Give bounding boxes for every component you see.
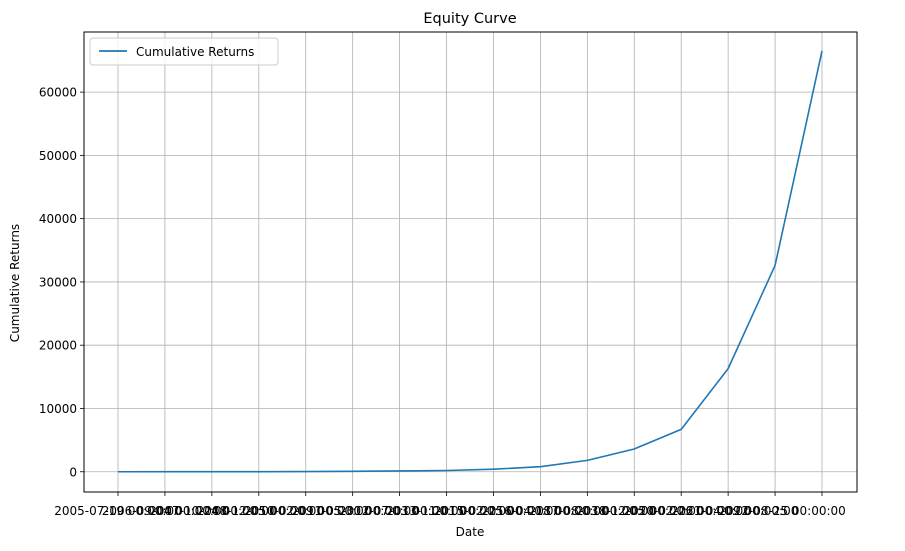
x-tick-label: 2013-11-01 00:00:00 — [386, 504, 513, 518]
legend: Cumulative Returns — [89, 37, 279, 66]
series-line-cumulative-returns — [117, 50, 823, 473]
x-tick-label: 2008-12-05 00:00:00 — [197, 504, 324, 518]
plot-area-frame — [83, 31, 858, 493]
y-tick-label: 0 — [69, 465, 77, 479]
x-tick-label: 2006-09-04 00:00:00 — [102, 504, 229, 518]
legend-series-label: Cumulative Returns — [136, 45, 254, 59]
x-tick-label: 2005-07-19 00:00:00 — [54, 504, 181, 518]
y-axis: 0 10000 20000 30000 40000 50000 60000 — [39, 86, 84, 479]
x-tick-label: 2021-04-09 00:00:00 — [671, 504, 798, 518]
x-tick-label: 2011-05-30 00:00:00 — [291, 504, 418, 518]
grid-lines — [84, 32, 857, 492]
series-layer — [117, 50, 823, 473]
x-tick-label: 2015-02-25 00:00:00 — [434, 504, 561, 518]
y-tick-label: 20000 — [39, 339, 77, 353]
legend-frame — [89, 37, 279, 66]
x-tick-label: 2007-10-24 00:00:00 — [149, 504, 276, 518]
x-tick-label: 2020-02-26 00:00:00 — [623, 504, 750, 518]
x-tick-label: 2017-08-03 00:00:00 — [529, 504, 656, 518]
x-tick-label: 2022-08-25 00:00:00 — [718, 504, 845, 518]
x-tick-label: 2016-04-18 00:00:00 — [481, 504, 608, 518]
y-axis-label: Cumulative Returns — [8, 224, 22, 342]
y-tick-label: 10000 — [39, 402, 77, 416]
y-tick-label: 60000 — [39, 86, 77, 100]
y-tick-label: 50000 — [39, 149, 77, 163]
y-tick-label: 30000 — [39, 275, 77, 289]
x-tick-label: 2012-07-03 00:00:00 — [339, 504, 466, 518]
x-tick-label: 2018-12-05 00:00:00 — [576, 504, 703, 518]
x-axis-label: Date — [456, 525, 485, 539]
chart-title: Equity Curve — [423, 11, 516, 27]
x-tick-label: 2010-02-09 00:00:00 — [244, 504, 371, 518]
y-tick-label: 40000 — [39, 212, 77, 226]
